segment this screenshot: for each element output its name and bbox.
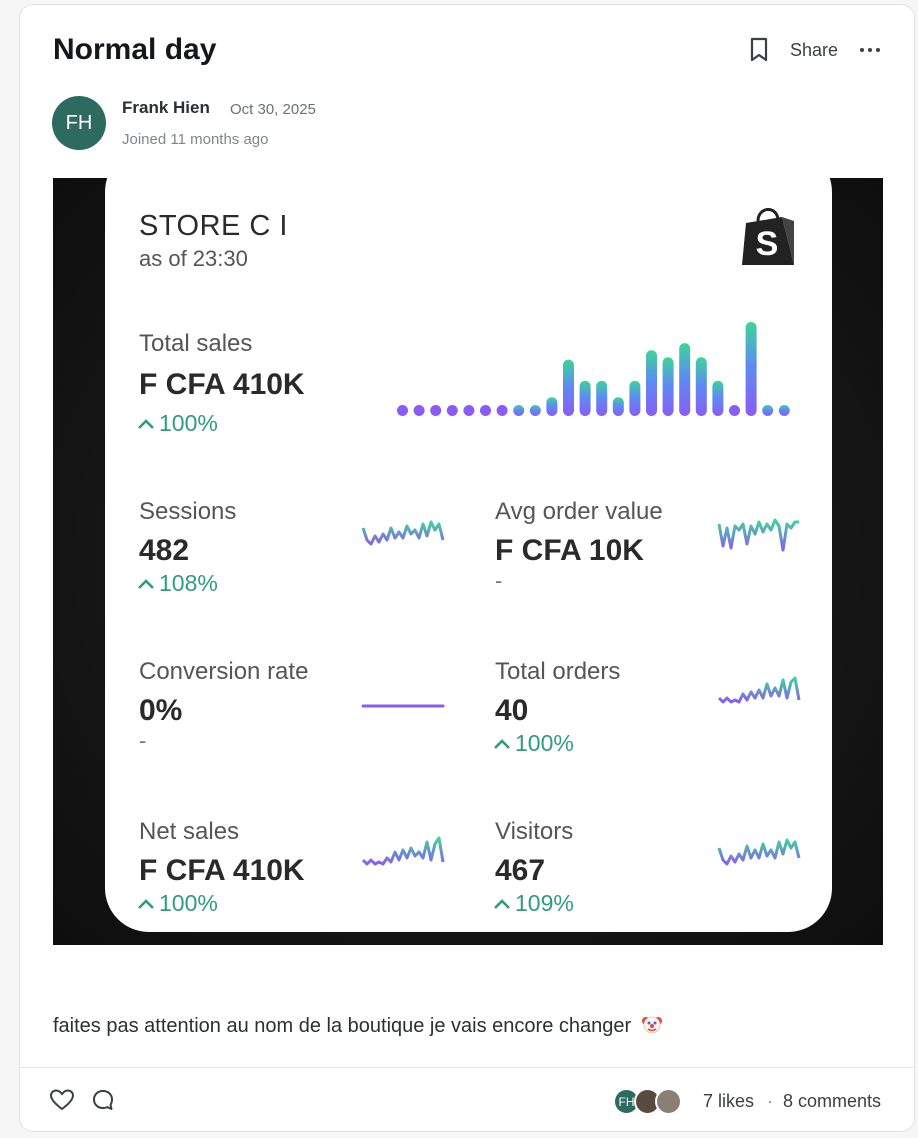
post-card: Normal day Share FH Frank Hien Oct 30, 2… bbox=[19, 4, 915, 1132]
conversion-rate-sparkline bbox=[361, 704, 445, 708]
post-title: Normal day bbox=[53, 33, 217, 66]
sales-bar bbox=[778, 405, 790, 416]
sales-bar bbox=[712, 380, 724, 416]
conversion-rate-label: Conversion rate bbox=[139, 658, 309, 685]
sessions-change: 108% bbox=[137, 570, 218, 597]
sales-bar bbox=[546, 397, 558, 416]
more-options-icon[interactable] bbox=[860, 48, 880, 52]
store-name: STORE C I bbox=[139, 210, 288, 242]
total-sales-change: 100% bbox=[137, 410, 218, 437]
total-orders-sparkline bbox=[717, 676, 801, 704]
likers-avatars[interactable]: FH bbox=[613, 1088, 682, 1115]
sessions-change-value: 108% bbox=[159, 570, 218, 596]
visitors-change-value: 109% bbox=[515, 890, 574, 916]
sales-bar bbox=[496, 405, 508, 416]
sales-bar bbox=[430, 405, 442, 416]
conversion-rate-value: 0% bbox=[139, 694, 183, 727]
sales-bar bbox=[480, 405, 491, 416]
author-name[interactable]: Frank Hien bbox=[122, 98, 210, 117]
visitors-value: 467 bbox=[495, 854, 546, 887]
sales-bar bbox=[646, 350, 657, 416]
sales-bar bbox=[397, 405, 408, 416]
net-sales-change-value: 100% bbox=[159, 890, 218, 916]
net-sales-value: F CFA 410K bbox=[139, 854, 305, 887]
total-orders-label: Total orders bbox=[495, 658, 621, 685]
visitors-label: Visitors bbox=[495, 818, 574, 845]
sales-bar bbox=[413, 405, 425, 416]
sales-bar bbox=[446, 405, 458, 416]
visitors-change: 109% bbox=[493, 890, 574, 917]
bookmark-icon[interactable] bbox=[748, 37, 770, 63]
sales-bar bbox=[596, 380, 608, 416]
arrow-up-icon bbox=[494, 898, 510, 909]
total-sales-value: F CFA 410K bbox=[139, 368, 305, 401]
sales-bar bbox=[563, 359, 574, 416]
avg-order-value-label: Avg order value bbox=[495, 498, 663, 525]
sales-bar bbox=[529, 405, 541, 416]
arrow-up-icon bbox=[138, 898, 154, 909]
sales-bar bbox=[579, 380, 591, 416]
comments-count[interactable]: 8 comments bbox=[783, 1091, 882, 1111]
avg-order-value-value: F CFA 10K bbox=[495, 534, 644, 567]
sales-bar bbox=[729, 405, 740, 416]
sales-bar bbox=[662, 357, 674, 416]
sessions-sparkline bbox=[361, 520, 445, 546]
store-time: as of 23:30 bbox=[139, 246, 248, 271]
liker-avatar[interactable] bbox=[655, 1088, 682, 1115]
likes-count[interactable]: 7 likes bbox=[703, 1091, 755, 1111]
arrow-up-icon bbox=[138, 578, 154, 589]
post-date: Oct 30, 2025 bbox=[230, 101, 316, 118]
footer-separator: · bbox=[767, 1091, 773, 1111]
net-sales-sparkline bbox=[361, 836, 445, 866]
conversion-rate-change: - bbox=[139, 728, 147, 753]
sessions-value: 482 bbox=[139, 534, 190, 567]
svg-text:S: S bbox=[756, 225, 779, 263]
post-image[interactable]: STORE C I as of 23:30 S Total sales F CF… bbox=[53, 178, 883, 945]
sales-bar bbox=[745, 322, 757, 416]
avg-order-value-sparkline bbox=[717, 518, 799, 552]
total-orders-change-value: 100% bbox=[515, 730, 574, 756]
visitors-sparkline bbox=[717, 838, 801, 866]
sales-bar bbox=[513, 405, 525, 416]
store-widget: STORE C I as of 23:30 S Total sales F CF… bbox=[105, 178, 832, 932]
sales-bar bbox=[463, 405, 475, 416]
total-sales-label: Total sales bbox=[139, 330, 253, 357]
post-caption-text: faites pas attention au nom de la boutiq… bbox=[53, 1015, 632, 1037]
sales-bar bbox=[612, 397, 624, 416]
sales-bar bbox=[679, 343, 691, 416]
author-avatar[interactable]: FH bbox=[52, 96, 106, 150]
post-caption: faites pas attention au nom de la boutiq… bbox=[53, 1013, 663, 1038]
net-sales-label: Net sales bbox=[139, 818, 240, 845]
total-orders-change: 100% bbox=[493, 730, 574, 757]
sales-bar bbox=[629, 380, 641, 416]
footer-divider bbox=[20, 1067, 914, 1068]
arrow-up-icon bbox=[138, 418, 154, 429]
net-sales-change: 100% bbox=[137, 890, 218, 917]
comment-icon[interactable] bbox=[91, 1088, 115, 1112]
share-button[interactable]: Share bbox=[789, 39, 838, 60]
post-actions: Share bbox=[748, 37, 880, 63]
arrow-up-icon bbox=[494, 738, 510, 749]
total-sales-change-value: 100% bbox=[159, 410, 218, 436]
sales-bar bbox=[695, 357, 707, 416]
total-sales-bar-chart bbox=[397, 322, 790, 416]
sales-bar bbox=[762, 405, 774, 416]
author-joined: Joined 11 months ago bbox=[122, 131, 269, 148]
avg-order-value-change: - bbox=[495, 568, 503, 593]
total-orders-value: 40 bbox=[495, 694, 529, 727]
heart-icon[interactable] bbox=[49, 1088, 75, 1112]
shopify-bag-icon: S bbox=[742, 208, 794, 265]
clown-face-icon bbox=[641, 1016, 662, 1034]
sessions-label: Sessions bbox=[139, 498, 237, 525]
